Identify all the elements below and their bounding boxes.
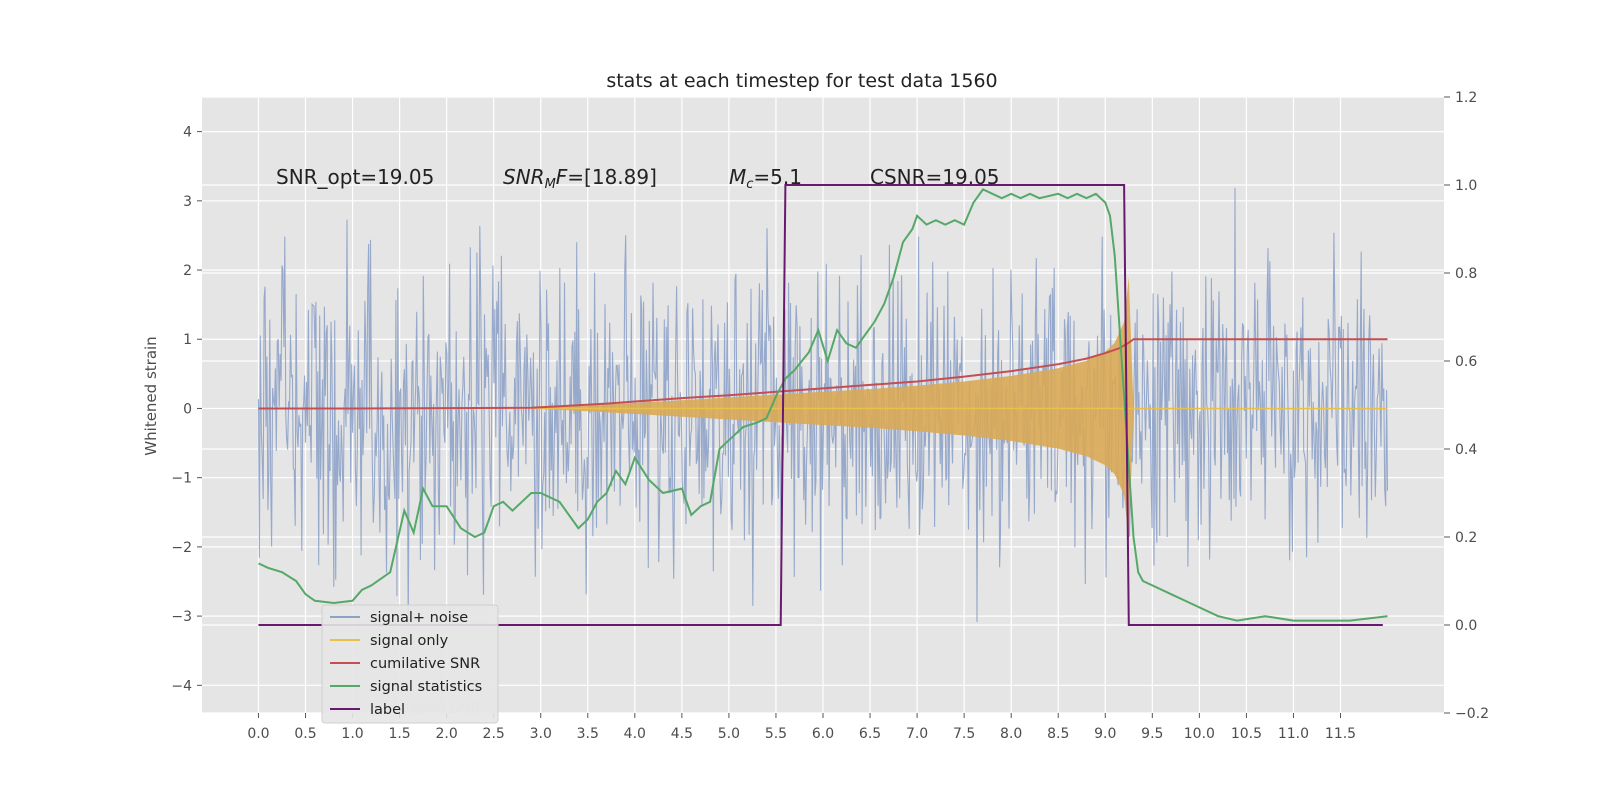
x-tick-label: 5.5 bbox=[765, 726, 787, 742]
x-tick-label: 3.0 bbox=[530, 726, 552, 742]
x-tick-label: 10.5 bbox=[1231, 726, 1262, 742]
y2-tick-label: 1.0 bbox=[1455, 178, 1477, 194]
series-line-signal-statistics bbox=[258, 188, 1388, 622]
y-tick-label: 0 bbox=[183, 401, 192, 417]
axes: 0.0 0.5 1.0 1.5 2.0 2.5 3.0 3.5 4.0 4.5 5.0 5.5 6.0 6… bbox=[171, 90, 1489, 742]
annotation-mc-sub: c bbox=[746, 177, 753, 192]
x-tick-label: 9.5 bbox=[1141, 726, 1163, 742]
x-tick-label: 11.5 bbox=[1325, 726, 1356, 742]
x-tick-label: 11.0 bbox=[1278, 726, 1309, 742]
x-tick-label: 4.5 bbox=[671, 726, 693, 742]
legend-label: signal+ noise bbox=[370, 610, 468, 626]
x-tick-label: 2.0 bbox=[436, 726, 458, 742]
y2-tick-label: 0.0 bbox=[1455, 618, 1477, 634]
annotation-snr-mf-f: F bbox=[556, 165, 568, 189]
y-tick-label: −4 bbox=[171, 678, 192, 694]
y-tick-label: 1 bbox=[183, 332, 192, 348]
y-tick-label: −2 bbox=[171, 540, 192, 556]
series-line-cumilative-snr bbox=[258, 338, 1388, 410]
y2-tick-label: 1.2 bbox=[1455, 90, 1477, 106]
annotation-snr-mf-main: SNR bbox=[503, 165, 545, 189]
annotation-csnr: CSNR=19.05 bbox=[870, 165, 1000, 189]
y-tick-label: 4 bbox=[183, 125, 192, 141]
y-tick-label: 3 bbox=[183, 194, 192, 210]
x-tick-label: 0.0 bbox=[247, 726, 269, 742]
series-signal-noise bbox=[257, 187, 1389, 628]
x-tick-label: 1.5 bbox=[388, 726, 410, 742]
series-signal-only bbox=[531, 277, 1388, 540]
legend-label: cumilative SNR bbox=[370, 656, 480, 672]
x-tick-label: 9.0 bbox=[1094, 726, 1116, 742]
x-tick-label: 1.0 bbox=[341, 726, 363, 742]
x-tick-label: 6.5 bbox=[859, 726, 881, 742]
x-tick-label: 2.5 bbox=[483, 726, 505, 742]
legend: signal+ noise signal only cumilative SNR si… bbox=[321, 604, 499, 724]
legend-box bbox=[321, 604, 499, 724]
y2-tick-label: 0.8 bbox=[1455, 266, 1477, 282]
annotation-snr-mf: SNRMF=[18.89] bbox=[503, 165, 657, 192]
annotation-mc-value: =5.1 bbox=[753, 165, 802, 189]
y2-tick-label: −0.2 bbox=[1455, 706, 1489, 722]
x-tick-label: 7.5 bbox=[953, 726, 975, 742]
x-tick-label: 7.0 bbox=[906, 726, 928, 742]
x-tick-label: 8.5 bbox=[1047, 726, 1069, 742]
y2-tick-label: 0.6 bbox=[1455, 354, 1477, 370]
x-tick-label: 8.0 bbox=[1000, 726, 1022, 742]
y-tick-label: −3 bbox=[171, 609, 192, 625]
chart-title: stats at each timestep for test data 156… bbox=[606, 70, 997, 92]
annotation-snr-mf-sub: M bbox=[545, 177, 556, 192]
signal-noise-line bbox=[257, 187, 1389, 628]
y2-tick-label: 0.4 bbox=[1455, 442, 1477, 458]
y2-tick-label: 0.2 bbox=[1455, 530, 1477, 546]
y-tick-label: −1 bbox=[171, 471, 192, 487]
x-tick-label: 3.5 bbox=[577, 726, 599, 742]
x-tick-label: 4.0 bbox=[624, 726, 646, 742]
annotation-snr-opt: SNR_opt=19.05 bbox=[276, 165, 434, 189]
series-line-label bbox=[258, 184, 1383, 626]
legend-label: signal statistics bbox=[370, 679, 482, 695]
x-tick-label: 5.0 bbox=[718, 726, 740, 742]
y-axis-label: Whitened strain bbox=[142, 336, 160, 455]
x-tick-label: 6.0 bbox=[812, 726, 834, 742]
legend-label: signal only bbox=[370, 633, 449, 649]
x-tick-label: 10.0 bbox=[1184, 726, 1215, 742]
annotation-mc: Mc=5.1 bbox=[729, 165, 802, 192]
legend-label: label bbox=[370, 702, 405, 718]
annotation-snr-mf-value: =[18.89] bbox=[567, 165, 657, 189]
annotation-mc-main: M bbox=[729, 165, 746, 189]
y-tick-label: 2 bbox=[183, 263, 192, 279]
x-tick-label: 0.5 bbox=[294, 726, 316, 742]
